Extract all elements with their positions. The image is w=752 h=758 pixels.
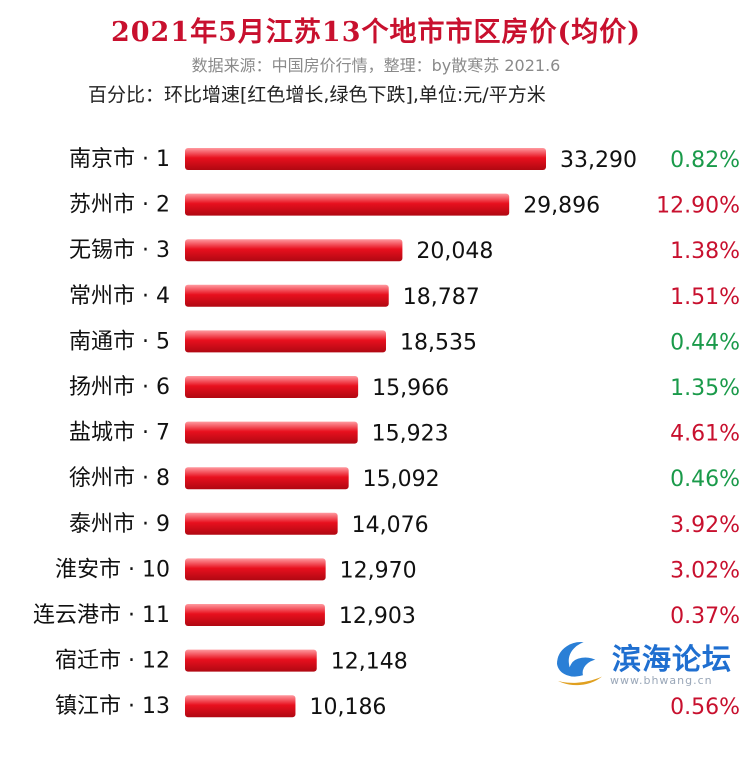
- category-label: 淮安市 · 10: [55, 557, 170, 582]
- bar: [185, 421, 358, 444]
- bar-value-label: 18,535: [400, 330, 477, 355]
- category-label: 南京市 · 1: [69, 147, 170, 172]
- bar-value-label: 12,148: [331, 650, 408, 675]
- bar: [185, 330, 386, 353]
- change-percent-label: 1.35%: [670, 376, 740, 401]
- change-percent-label: 4.61%: [670, 422, 740, 447]
- change-percent-label: 12.90%: [656, 194, 740, 219]
- change-percent-label: 0.46%: [670, 467, 740, 492]
- bar: [185, 284, 389, 307]
- bar: [185, 376, 359, 398]
- wave-logo-icon: [551, 640, 607, 687]
- category-label: 扬州市 · 6: [69, 375, 170, 400]
- category-label: 南通市 · 5: [69, 329, 170, 354]
- change-percent-label: 1.38%: [670, 239, 740, 264]
- bar-value-label: 15,092: [363, 467, 440, 492]
- bar-value-label: 12,970: [340, 558, 417, 583]
- bar-value-label: 29,896: [523, 194, 600, 219]
- bar: [185, 649, 317, 672]
- category-label: 镇江市 · 13: [55, 694, 170, 719]
- bar-value-label: 20,048: [416, 239, 493, 264]
- change-percent-label: 0.44%: [670, 330, 740, 355]
- category-label: 宿迁市 · 12: [55, 649, 170, 674]
- chart-title: 2021年5月江苏13个地市市区房价(均价): [110, 17, 642, 48]
- bar: [185, 695, 296, 718]
- bar: [185, 558, 326, 581]
- watermark-url: www.bhwang.cn: [610, 674, 713, 687]
- change-percent-label: 3.92%: [670, 513, 740, 538]
- bar-value-label: 15,923: [372, 422, 449, 447]
- bar-value-label: 33,290: [560, 148, 637, 173]
- bar-value-label: 15,966: [372, 376, 449, 401]
- category-label: 连云港市 · 11: [33, 603, 170, 628]
- category-label: 无锡市 · 3: [69, 238, 170, 263]
- bar: [185, 148, 546, 170]
- category-label: 徐州市 · 8: [69, 466, 170, 491]
- change-percent-label: 3.02%: [670, 558, 740, 583]
- data-source-note: 数据来源：中国房价行情，整理：by散寒苏 2021.6: [191, 56, 561, 75]
- change-percent-label: 1.51%: [670, 285, 740, 310]
- category-label: 盐城市 · 7: [69, 421, 170, 446]
- bar: [185, 239, 403, 262]
- category-label: 苏州市 · 2: [69, 193, 170, 218]
- bar: [185, 193, 510, 216]
- change-percent-label: 0.37%: [670, 604, 740, 629]
- bar-value-label: 18,787: [403, 285, 480, 310]
- bar: [185, 467, 349, 490]
- change-percent-label: 0.56%: [670, 695, 740, 720]
- category-label: 常州市 · 4: [69, 284, 170, 309]
- bar-value-label: 10,186: [309, 695, 386, 720]
- legend-note: 百分比：环比增速[红色增长,绿色下跌],单位:元/平方米: [88, 84, 546, 106]
- bar-value-label: 14,076: [352, 513, 429, 538]
- category-label: 泰州市 · 9: [69, 512, 170, 537]
- change-percent-label: 0.82%: [670, 148, 740, 173]
- bar: [185, 512, 338, 535]
- bar-value-label: 12,903: [339, 604, 416, 629]
- watermark-text: 滨海论坛: [612, 642, 733, 676]
- bar: [185, 604, 325, 626]
- watermark: 滨海论坛 www.bhwang.cn: [548, 634, 748, 694]
